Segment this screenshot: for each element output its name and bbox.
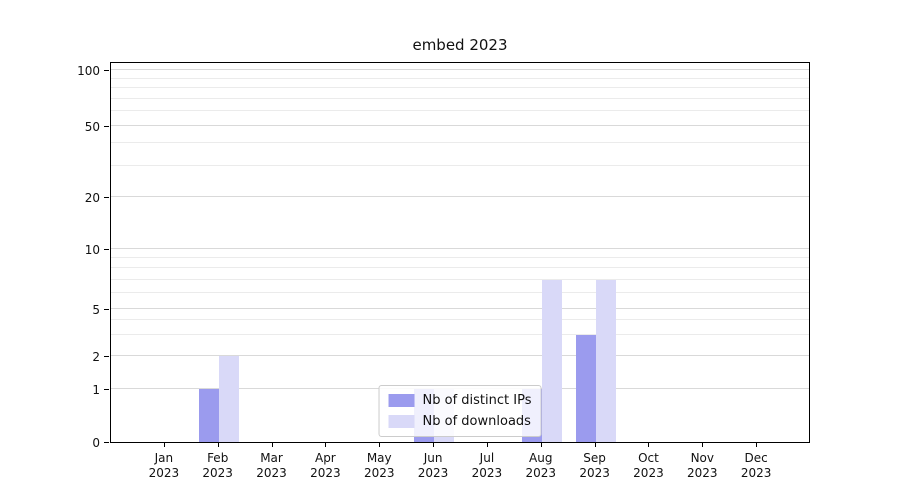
x-tick-month: Oct bbox=[638, 451, 659, 465]
y-tick-mark bbox=[104, 248, 109, 250]
x-tick-year: 2023 bbox=[417, 466, 449, 480]
gridline-major bbox=[111, 354, 809, 356]
y-tick-label: 2 bbox=[92, 349, 100, 364]
y-tick-label: 0 bbox=[92, 436, 100, 450]
legend-label-distinct-ips: Nb of distinct IPs bbox=[422, 393, 532, 408]
bar-downloads-feb bbox=[218, 355, 239, 442]
gridline-minor bbox=[111, 278, 809, 280]
x-tick-label-dec: Dec 2023 bbox=[726, 451, 786, 481]
y-tick-mark bbox=[104, 442, 109, 443]
x-tick-year: 2023 bbox=[471, 466, 503, 480]
x-tick-year: 2023 bbox=[256, 466, 287, 480]
x-tick-mark bbox=[325, 443, 327, 447]
x-tick-month: Jun bbox=[423, 451, 443, 465]
x-tick-label-jun: Jun 2023 bbox=[403, 451, 463, 481]
x-tick-label-aug: Aug 2023 bbox=[511, 451, 571, 481]
gridline-major bbox=[111, 125, 809, 127]
gridline-minor bbox=[111, 292, 809, 294]
y-tick-label: 50 bbox=[84, 120, 100, 135]
legend: Nb of distinct IPs Nb of downloads bbox=[378, 385, 542, 437]
y-tick-label: 1 bbox=[92, 383, 100, 398]
y-tick-mark bbox=[104, 389, 109, 391]
x-tick-label-may: May 2023 bbox=[349, 451, 409, 481]
x-tick-year: 2023 bbox=[148, 466, 180, 480]
x-tick-year: 2023 bbox=[202, 466, 233, 480]
gridline-minor bbox=[111, 110, 809, 112]
x-tick-year: 2023 bbox=[633, 466, 664, 480]
bar-downloads-sep bbox=[595, 279, 616, 442]
x-tick-month: Nov bbox=[690, 451, 714, 465]
gridline-minor bbox=[111, 97, 809, 99]
x-tick-year: 2023 bbox=[687, 466, 718, 480]
x-tick-mark bbox=[271, 443, 273, 447]
gridline-minor bbox=[111, 142, 809, 144]
y-tick-label: 5 bbox=[92, 303, 100, 318]
gridline-minor bbox=[111, 256, 809, 258]
x-tick-label-jul: Jul 2023 bbox=[457, 451, 517, 481]
x-tick-label-apr: Apr 2023 bbox=[295, 451, 355, 481]
gridline-minor bbox=[111, 77, 809, 79]
gridline-major bbox=[111, 69, 809, 71]
x-tick-label-nov: Nov 2023 bbox=[672, 451, 732, 481]
legend-swatch-distinct-ips bbox=[388, 394, 415, 407]
x-tick-year: 2023 bbox=[310, 466, 341, 480]
x-tick-mark bbox=[756, 443, 758, 447]
gridline-minor bbox=[111, 87, 809, 89]
x-tick-month: Jul bbox=[479, 451, 495, 465]
bar-downloads-aug bbox=[541, 279, 562, 442]
y-tick-label: 100 bbox=[77, 64, 100, 79]
y-tick-mark bbox=[104, 309, 109, 311]
x-tick-label-sep: Sep 2023 bbox=[565, 451, 625, 481]
x-tick-month: Dec bbox=[744, 451, 768, 465]
x-tick-month: Feb bbox=[207, 451, 229, 465]
x-tick-mark bbox=[594, 443, 596, 447]
gridline-minor bbox=[111, 267, 809, 269]
y-tick-label: 20 bbox=[84, 191, 100, 206]
legend-swatch-downloads bbox=[388, 415, 415, 428]
gridline-minor bbox=[111, 319, 809, 321]
x-tick-mark bbox=[163, 443, 165, 447]
bar-distinct-ips-sep bbox=[575, 335, 596, 442]
gridline-major bbox=[111, 308, 809, 310]
x-tick-month: Sep bbox=[583, 451, 606, 465]
x-tick-label-oct: Oct 2023 bbox=[618, 451, 678, 481]
y-tick-mark bbox=[104, 355, 109, 357]
plot-area: Nb of distinct IPs Nb of downloads bbox=[110, 62, 810, 443]
x-tick-month: Apr bbox=[314, 451, 336, 465]
x-tick-mark bbox=[702, 443, 704, 447]
x-tick-mark bbox=[433, 443, 435, 447]
x-tick-month: Aug bbox=[529, 451, 553, 465]
bar-distinct-ips-feb bbox=[198, 389, 219, 442]
x-tick-year: 2023 bbox=[363, 466, 395, 480]
x-tick-mark bbox=[379, 443, 381, 447]
x-tick-mark bbox=[648, 443, 650, 447]
y-tick-mark bbox=[104, 197, 109, 199]
chart-title: embed 2023 bbox=[412, 36, 508, 54]
gridline-minor bbox=[111, 334, 809, 336]
gridline-minor bbox=[111, 164, 809, 166]
x-tick-label-mar: Mar 2023 bbox=[242, 451, 302, 481]
legend-label-downloads: Nb of downloads bbox=[422, 414, 531, 429]
y-tick-mark bbox=[104, 70, 109, 72]
x-tick-year: 2023 bbox=[740, 466, 772, 480]
gridline-major bbox=[111, 247, 809, 249]
y-tick-mark bbox=[104, 126, 109, 128]
x-tick-mark bbox=[217, 443, 219, 447]
x-tick-year: 2023 bbox=[579, 466, 610, 480]
gridline-major bbox=[111, 196, 809, 198]
x-tick-label-jan: Jan 2023 bbox=[134, 451, 194, 481]
x-tick-year: 2023 bbox=[525, 466, 557, 480]
x-tick-month: May bbox=[366, 451, 392, 465]
legend-item-downloads: Nb of downloads bbox=[388, 414, 532, 429]
legend-item-distinct-ips: Nb of distinct IPs bbox=[388, 393, 532, 408]
y-tick-label: 10 bbox=[84, 242, 100, 257]
x-tick-mark bbox=[486, 443, 488, 447]
x-tick-mark bbox=[540, 443, 542, 447]
x-tick-month: Mar bbox=[260, 451, 283, 465]
x-tick-month: Jan bbox=[154, 451, 174, 465]
x-tick-label-feb: Feb 2023 bbox=[188, 451, 248, 481]
